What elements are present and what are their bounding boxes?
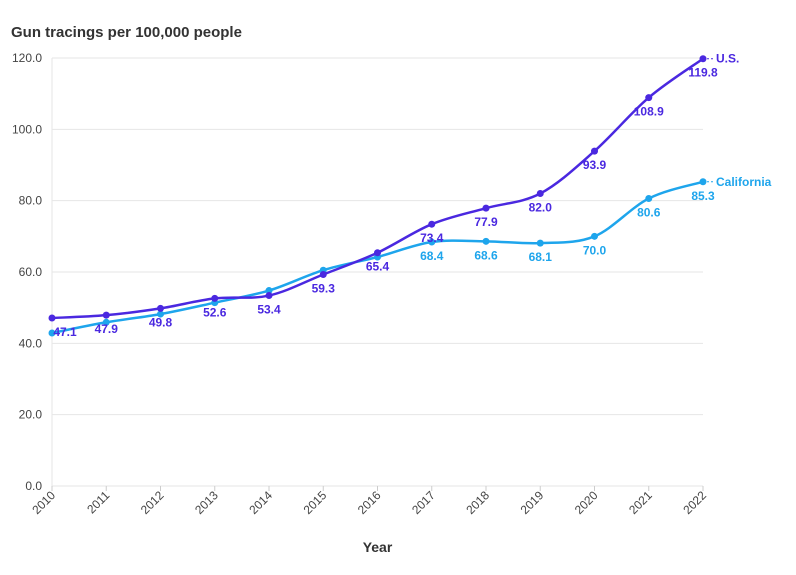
chart-title: Gun tracings per 100,000 people: [11, 24, 242, 41]
data-label: 47.9: [95, 322, 119, 336]
data-point: [536, 190, 544, 198]
data-point: [265, 292, 273, 300]
y-tick-label: 40.0: [19, 336, 43, 350]
data-label: 77.9: [474, 215, 498, 229]
x-axis-title: Year: [363, 539, 393, 555]
data-point: [428, 238, 436, 246]
data-point: [157, 304, 164, 312]
data-label: 47.1: [53, 325, 77, 339]
y-tick-label: 120.0: [12, 51, 42, 65]
data-point: [211, 294, 219, 302]
data-point: [645, 94, 653, 102]
data-label: 80.6: [637, 206, 661, 220]
data-point: [591, 147, 598, 155]
y-tick-label: 60.0: [19, 265, 43, 279]
y-tick-label: 0.0: [25, 479, 42, 493]
series-line-us: [51, 57, 704, 320]
x-tick-label: 2011: [84, 488, 112, 516]
x-tick-label: 2015: [301, 488, 330, 517]
data-label: 49.8: [149, 315, 173, 329]
x-tick-label: 2014: [246, 488, 275, 517]
series-legend-label: U.S.: [716, 52, 739, 66]
data-point: [428, 220, 436, 228]
data-point: [699, 55, 707, 63]
data-point: [482, 237, 490, 245]
data-point: [102, 311, 110, 319]
data-label: 68.4: [420, 249, 444, 263]
x-tick-label: 2020: [572, 488, 601, 517]
data-label: 85.3: [691, 189, 715, 203]
data-point: [699, 178, 707, 186]
data-label: 73.4: [420, 231, 444, 245]
data-label: 93.9: [583, 158, 607, 172]
data-point: [319, 270, 327, 278]
x-tick-label: 2013: [192, 488, 221, 517]
data-point: [157, 310, 164, 318]
x-tick-label: 2019: [518, 488, 547, 517]
series-legend-label: California: [716, 175, 772, 189]
y-tick-label: 100.0: [12, 122, 42, 136]
data-label: 68.1: [529, 250, 553, 264]
data-point: [645, 195, 653, 203]
x-tick-label: 2018: [463, 488, 492, 517]
data-point: [374, 249, 381, 257]
data-label: 65.4: [366, 260, 390, 274]
data-label: 52.6: [203, 305, 227, 319]
data-label: 108.9: [634, 105, 664, 119]
data-point: [536, 239, 544, 247]
x-tick-label: 2021: [626, 488, 655, 517]
data-label: 59.3: [312, 281, 336, 295]
data-label: 53.4: [257, 303, 281, 317]
x-tick-label: 2012: [138, 488, 167, 517]
y-tick-label: 80.0: [19, 194, 43, 208]
x-tick-label: 2016: [355, 488, 384, 517]
data-point: [482, 204, 490, 212]
data-label: 119.8: [688, 66, 718, 80]
y-tick-label: 20.0: [19, 408, 43, 422]
data-label: 70.0: [583, 243, 607, 257]
data-point: [48, 314, 56, 322]
data-point: [102, 318, 110, 326]
data-label: 82.0: [529, 201, 553, 215]
data-point: [48, 329, 56, 337]
data-point: [265, 287, 273, 295]
x-tick-label: 2022: [680, 488, 709, 517]
x-tick-label: 2017: [409, 488, 438, 517]
data-label: 68.6: [474, 248, 498, 262]
data-point: [591, 232, 598, 240]
